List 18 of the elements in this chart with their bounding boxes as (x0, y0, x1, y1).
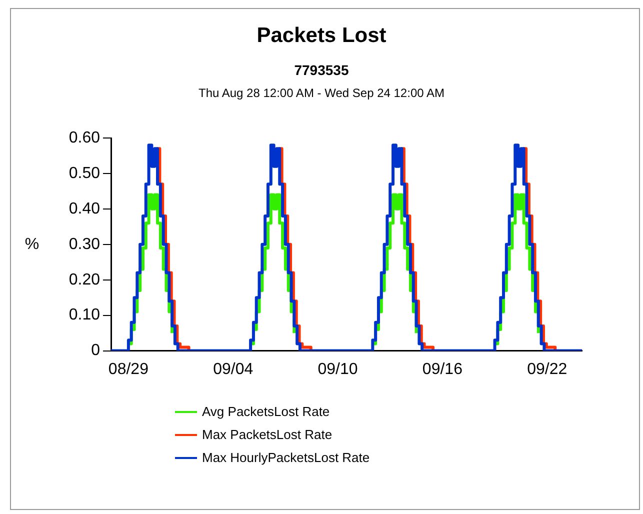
legend-label: Max PacketsLost Rate (202, 427, 332, 442)
y-tick-label: 0.50 (68, 164, 100, 182)
y-tick-label: 0.10 (68, 306, 100, 324)
y-tick-label: 0.20 (68, 271, 100, 288)
x-tick-label: 09/10 (318, 360, 358, 378)
y-tick-label: 0.30 (68, 236, 100, 253)
x-tick-label: 09/16 (422, 360, 463, 378)
legend-label: Avg PacketsLost Rate (202, 404, 330, 419)
y-tick-label: 0.60 (68, 129, 100, 146)
chart-subtitle: 7793535 Thu Aug 28 12:00 AM - Wed Sep 24 12:00 AM (198, 62, 446, 100)
y-tick-label: 0.40 (68, 200, 100, 218)
legend-label: Max HourlyPacketsLost Rate (202, 450, 370, 465)
y-axis-title: % (24, 236, 40, 253)
chart-title: Packets Lost (256, 24, 388, 48)
x-tick-label: 08/29 (108, 360, 149, 378)
y-tick-label: 0 (91, 342, 100, 360)
x-tick-label: 09/04 (213, 360, 254, 378)
x-tick-label: 09/22 (527, 360, 568, 378)
